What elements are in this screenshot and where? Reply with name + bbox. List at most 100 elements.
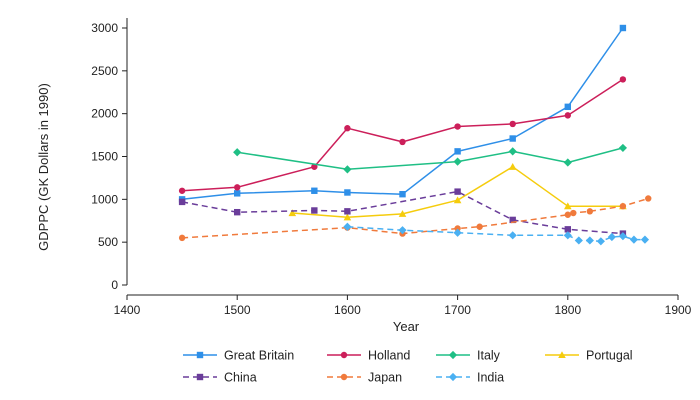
data-point-japan [645,195,652,202]
data-point-great-britain [399,190,406,198]
data-point-india [640,235,650,244]
series-great-britain [178,24,627,203]
x-tick-label: 1800 [554,303,581,317]
legend-label-india: India [477,371,504,385]
data-point-portugal [288,209,297,217]
series-line-china [181,190,623,235]
y-tick-label: 500 [98,235,118,249]
data-point-great-britain [234,190,241,197]
data-point-india [585,236,594,245]
data-point-italy [618,143,627,153]
data-point-holland [344,125,351,132]
data-point-india [453,228,462,237]
data-point-india [629,235,639,244]
series-line-japan [182,197,649,239]
data-point-china [564,226,571,233]
data-point-india [618,232,627,241]
data-point-great-britain [344,189,351,196]
data-point-italy [508,147,517,156]
data-point-india [343,222,352,231]
data-point-india [398,226,407,235]
legend-label-japan: Japan [368,371,402,385]
y-tick-label: 2000 [91,107,118,121]
legend-marker-portugal [558,351,566,359]
data-point-portugal [564,202,572,210]
data-point-holland [564,112,571,119]
data-point-holland [619,76,627,83]
legend-marker-great-britain [196,351,204,359]
y-tick-label: 1500 [91,150,118,164]
data-point-holland [178,187,186,194]
legend-label-portugal: Portugal [586,349,633,363]
x-tick-label: 1900 [665,303,692,317]
y-tick-label: 3000 [91,21,118,35]
legend-marker-china [196,373,204,381]
data-point-china [234,208,241,216]
y-tick-label: 0 [111,278,118,292]
legend-marker-italy [448,350,458,360]
data-point-holland [454,123,461,130]
data-point-italy [453,157,462,166]
series-india [343,222,650,246]
series-line-india [347,225,645,243]
data-point-japan [454,225,461,232]
legend-label-china: China [224,371,257,385]
data-point-portugal [453,196,462,204]
data-point-italy [343,165,352,174]
data-point-holland [399,138,406,146]
y-tick-label: 1000 [91,192,118,206]
data-point-portugal [398,210,407,217]
legend-marker-holland [340,351,348,359]
legend-item-india: India [436,371,504,385]
data-point-india [607,232,616,242]
data-point-great-britain [454,148,461,155]
series-japan [178,195,652,242]
x-axis: 1400 1500 1600 1700 1800 1900 [114,294,692,317]
data-point-portugal [343,213,352,221]
data-point-japan [586,208,594,215]
data-point-china [178,198,186,206]
data-point-italy [563,158,572,167]
legend-label-holland: Holland [368,349,410,363]
x-tick-label: 1400 [114,303,141,317]
x-axis-title: Year [393,319,420,334]
data-point-china [344,208,351,215]
legend-item-china: China [183,371,257,385]
data-point-japan [476,223,483,230]
data-point-india [508,231,517,240]
data-point-india [596,237,605,246]
series-line-great-britain [182,27,624,201]
plot-area [178,24,652,246]
data-point-japan [178,234,186,242]
legend-label-italy: Italy [477,349,501,363]
data-point-great-britain [619,24,627,32]
y-axis: 0 500 1000 1500 2000 2500 3000 [91,18,128,292]
data-point-india [574,236,583,245]
y-tick-label: 2500 [91,64,118,78]
legend-item-portugal: Portugal [545,349,633,363]
series-holland [178,76,627,194]
legend-marker-japan [340,373,348,381]
legend: Great Britain Holland Italy Portugal China Ja… [183,349,633,385]
data-point-india [563,231,572,240]
data-point-holland [234,184,241,191]
data-point-japan [619,202,627,210]
x-tick-label: 1700 [444,303,471,317]
data-point-china [509,216,516,224]
data-point-japan [564,211,571,218]
legend-item-holland: Holland [327,349,410,363]
legend-item-japan: Japan [327,371,402,385]
legend-item-italy: Italy [436,349,501,363]
series-line-holland [182,78,624,192]
x-tick-label: 1500 [224,303,251,317]
legend-item-great-britain: Great Britain [183,349,294,363]
data-point-japan [570,209,577,217]
data-point-great-britain [509,135,516,142]
data-point-great-britain [564,103,571,111]
series-line-italy [237,147,624,171]
data-point-china [311,207,318,214]
series-italy [233,143,627,174]
data-point-china [454,188,461,195]
data-point-italy [233,148,242,157]
